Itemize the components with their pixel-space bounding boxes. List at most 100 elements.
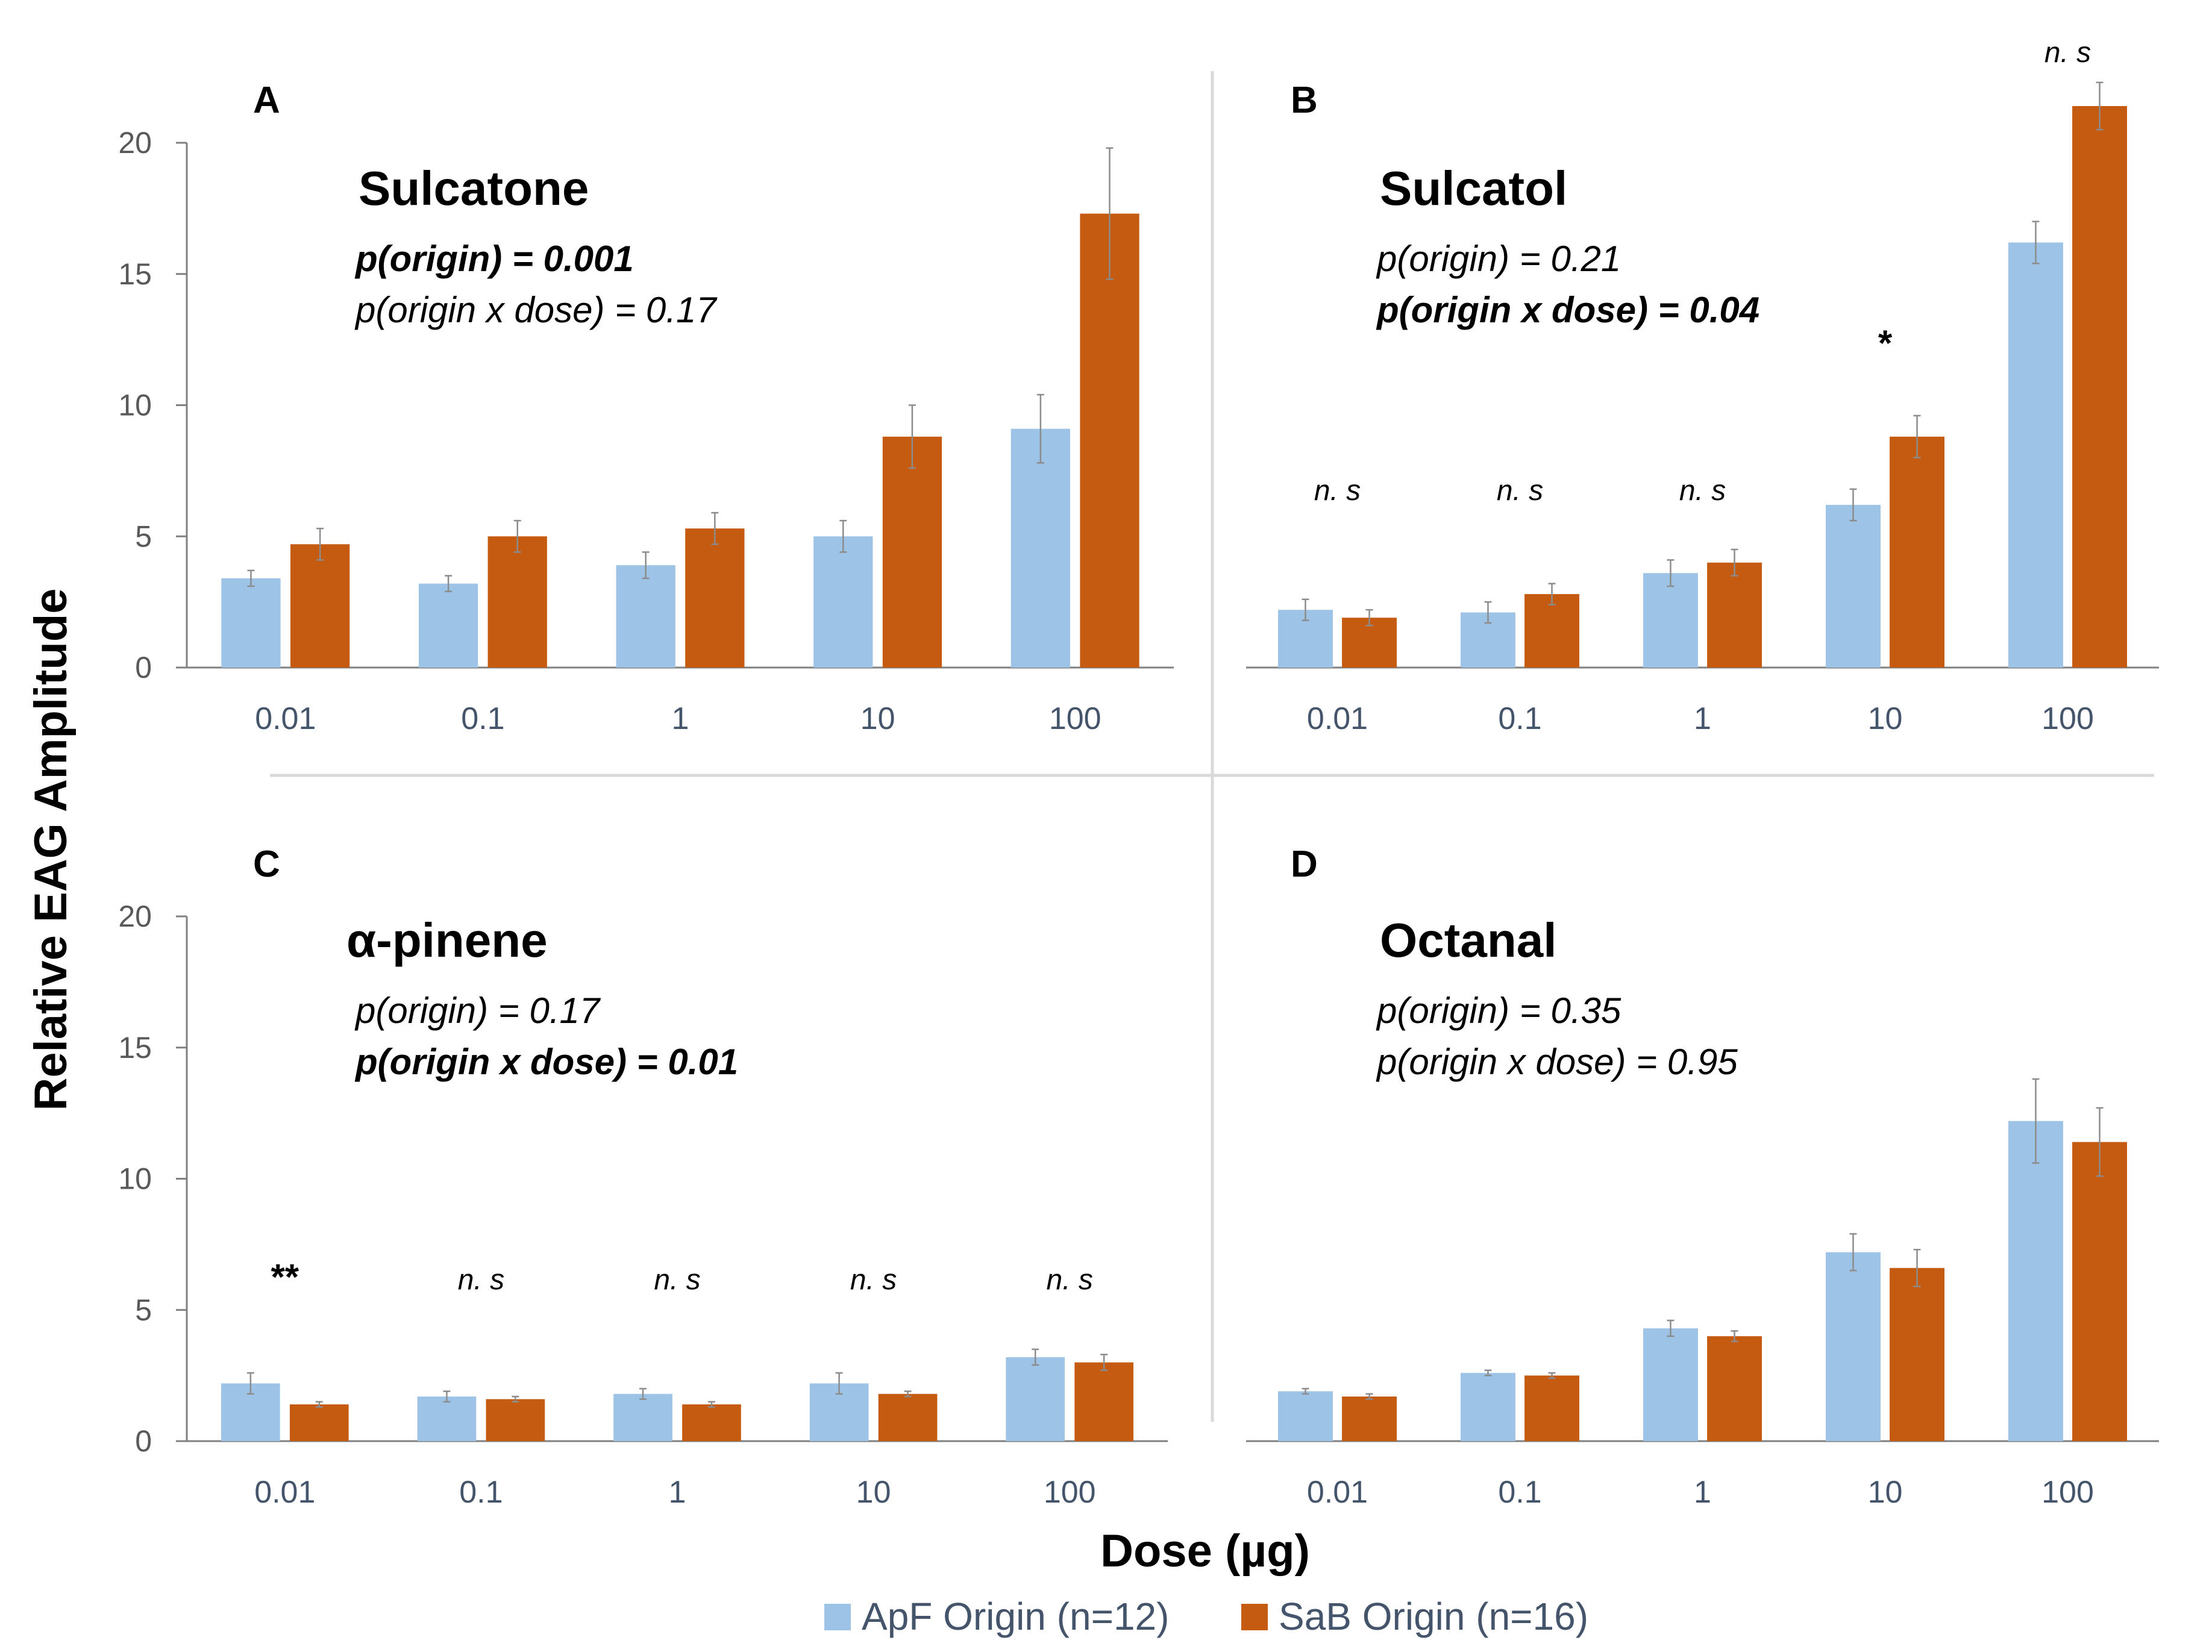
significance-label: n. s (1679, 475, 1726, 507)
bar-apf-100 (2008, 242, 2063, 668)
chart-panel-a: 0 5 10 15 20 A Sulcatone p(origin) = 0.001 p(ori… (118, 80, 1174, 736)
bar-apf-0.1 (417, 1396, 477, 1441)
x-tick-label: 0.01 (1307, 701, 1368, 736)
x-tick-label: 0.1 (459, 1475, 503, 1510)
bar-apf-1 (1643, 1328, 1698, 1441)
legend-swatch-sab (1241, 1604, 1268, 1630)
bar-apf-0.1 (1461, 1372, 1515, 1441)
x-tick-label: 1 (672, 701, 689, 736)
significance-label: n. s (1314, 475, 1361, 507)
y-tick-label: 15 (118, 257, 152, 291)
stat-line: p(origin) = 0.001 (354, 239, 634, 279)
legend: ApF Origin (n=12) SaB Origin (n=16) (824, 1595, 1588, 1638)
panel-title: Sulcatone (359, 161, 589, 215)
stat-line: p(origin x dose) = 0.04 (1376, 290, 1759, 330)
x-tick-label: 0.1 (1498, 701, 1541, 736)
y-tick-label: 10 (118, 389, 152, 422)
bar-apf-100 (2008, 1121, 2063, 1441)
x-tick-label: 1 (1694, 701, 1711, 736)
bar-sab-1 (685, 528, 745, 668)
panel-letter: D (1291, 843, 1318, 885)
bar-sab-0.1 (486, 1399, 545, 1441)
legend-swatch-apf (824, 1604, 851, 1630)
bar-apf-0.01 (1278, 1391, 1333, 1441)
bar-sab-1 (1707, 562, 1762, 668)
legend-label-apf: ApF Origin (n=12) (862, 1595, 1169, 1638)
y-tick-label: 0 (135, 651, 152, 684)
x-tick-label: 0.01 (1307, 1475, 1368, 1510)
bar-apf-1 (616, 565, 675, 668)
y-tick-label: 5 (135, 1293, 152, 1327)
x-tick-label: 0.01 (254, 1475, 315, 1510)
x-tick-label: 100 (2041, 1475, 2094, 1510)
bar-sab-10 (878, 1394, 938, 1441)
x-axis-title: Dose (µg) (1100, 1525, 1310, 1577)
bar-apf-0.01 (221, 578, 281, 668)
stat-line: p(origin x dose) = 0.17 (354, 290, 718, 330)
x-tick-label: 100 (1044, 1475, 1096, 1510)
bar-sab-100 (1080, 213, 1139, 668)
stat-line: p(origin x dose) = 0.95 (1376, 1042, 1738, 1082)
panel-letter: C (253, 843, 280, 885)
significance-label: * (1878, 323, 1893, 363)
x-tick-label: 10 (856, 1475, 891, 1510)
stat-line: p(origin) = 0.35 (1376, 990, 1621, 1031)
bar-sab-0.1 (1524, 594, 1579, 668)
bar-apf-0.1 (418, 583, 478, 668)
bar-sab-1 (1707, 1336, 1762, 1441)
significance-label: n. s (1047, 1264, 1093, 1296)
stat-line: p(origin) = 0.17 (354, 990, 601, 1031)
bar-sab-10 (1890, 436, 1944, 668)
bar-sab-0.1 (487, 536, 547, 668)
bar-apf-100 (1010, 428, 1071, 668)
bar-sab-0.01 (289, 1404, 349, 1441)
significance-label: n. s (850, 1264, 897, 1296)
significance-label: n. s (458, 1264, 504, 1296)
bar-sab-10 (1890, 1268, 1944, 1441)
bar-sab-100 (2072, 106, 2127, 668)
y-tick-label: 5 (135, 519, 152, 553)
panel-title: Octanal (1380, 913, 1556, 967)
bar-apf-1 (613, 1394, 672, 1441)
y-tick-label: 20 (118, 126, 152, 160)
y-axis-title: Relative EAG Amplitude (25, 588, 77, 1110)
x-tick-label: 100 (1049, 701, 1101, 736)
chart-panel-b: B Sulcatol p(origin) = 0.21 p(origin x dose… (1246, 37, 2159, 736)
significance-label: n. s (2044, 37, 2091, 69)
bar-sab-0.1 (1524, 1375, 1579, 1441)
panel-letter: A (253, 80, 280, 121)
bar-apf-10 (813, 536, 873, 668)
panel-title: Sulcatol (1380, 161, 1567, 215)
x-tick-label: 100 (2041, 701, 2094, 736)
chart-panel-d: D Octanal p(origin) = 0.35 p(origin x dose)… (1246, 843, 2159, 1510)
x-tick-label: 0.1 (1498, 1475, 1541, 1510)
bar-sab-0.01 (1342, 1396, 1397, 1441)
x-tick-label: 1 (1694, 1475, 1711, 1510)
panel-letter: B (1291, 80, 1318, 121)
significance-label: n. s (654, 1264, 700, 1296)
y-tick-label: 20 (118, 900, 152, 933)
bar-apf-10 (1826, 504, 1881, 668)
bar-apf-1 (1643, 573, 1698, 668)
bar-sab-0.01 (290, 544, 350, 668)
legend-label-sab: SaB Origin (n=16) (1279, 1595, 1588, 1638)
bar-sab-100 (1074, 1362, 1134, 1441)
bar-apf-10 (1826, 1252, 1881, 1441)
significance-label: n. s (1497, 475, 1543, 507)
x-tick-label: 1 (669, 1475, 686, 1510)
stat-line: p(origin) = 0.21 (1376, 239, 1621, 279)
bar-sab-10 (882, 436, 942, 668)
y-tick-label: 15 (118, 1031, 152, 1065)
chart-panel-c: 0 5 10 15 20 Cα-pinene p(origin) = 0.17 p(origi… (118, 843, 1168, 1510)
x-tick-label: 10 (1868, 1475, 1903, 1510)
bar-sab-100 (2072, 1142, 2127, 1441)
y-tick-label: 10 (118, 1162, 152, 1196)
x-tick-label: 10 (860, 701, 895, 736)
panel-title: α-pinene (346, 913, 548, 967)
y-tick-label: 0 (135, 1424, 152, 1458)
bar-sab-1 (682, 1404, 741, 1441)
panel-dividers (270, 71, 2154, 1422)
significance-label: ** (271, 1257, 299, 1297)
